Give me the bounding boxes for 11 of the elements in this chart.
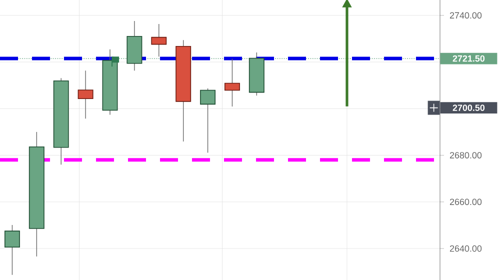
ref-line-label: 2721.50 xyxy=(452,55,485,62)
candlestick xyxy=(78,70,94,120)
text: 2700.50 xyxy=(452,104,485,111)
candlestick xyxy=(151,24,167,57)
y-tick-label: 2640.00 xyxy=(450,245,482,252)
candlestick xyxy=(224,58,240,107)
candlestick xyxy=(200,88,216,154)
candlestick xyxy=(4,224,20,276)
y-tick-label: 2740.00 xyxy=(450,12,482,19)
y-tick-label: 2660.00 xyxy=(450,198,482,206)
y-tick-label: 2680.00 xyxy=(450,152,482,158)
